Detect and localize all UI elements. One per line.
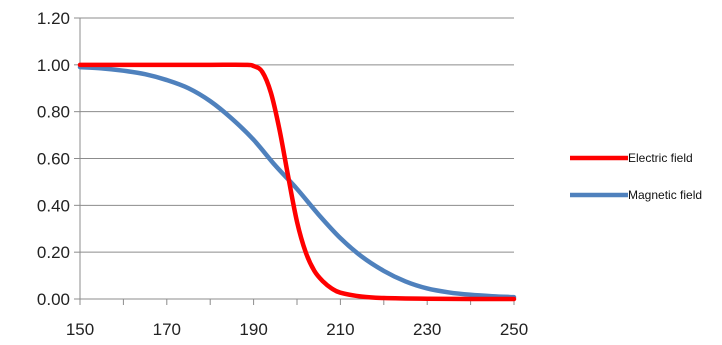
series <box>77 62 517 302</box>
legend-label-magnetic-field: Magnetic field <box>628 188 702 202</box>
x-tick-label: 150 <box>66 320 94 339</box>
y-tick-label: 0.60 <box>37 150 70 169</box>
x-tick-label: 210 <box>326 320 354 339</box>
y-axis-ticks: 0.00 0.20 0.40 0.60 0.80 1.00 1.20 <box>37 9 80 309</box>
x-tick-label: 190 <box>239 320 267 339</box>
y-tick-label: 1.00 <box>37 56 70 75</box>
legend-label-electric-field: Electric field <box>628 151 693 165</box>
y-tick-label: 0.20 <box>37 243 70 262</box>
x-tick-label: 250 <box>500 320 528 339</box>
x-tick-label: 170 <box>153 320 181 339</box>
series-line-magnetic-field <box>77 64 517 300</box>
series-line-electric-field <box>77 62 517 302</box>
legend: Electric field Magnetic field <box>570 151 702 202</box>
y-tick-label: 0.40 <box>37 196 70 215</box>
y-tick-label: 0.00 <box>37 290 70 309</box>
x-tick-label: 230 <box>413 320 441 339</box>
y-tick-label: 1.20 <box>37 9 70 28</box>
y-tick-label: 0.80 <box>37 103 70 122</box>
x-axis-ticks: 150 170 190 210 230 250 <box>66 299 528 339</box>
